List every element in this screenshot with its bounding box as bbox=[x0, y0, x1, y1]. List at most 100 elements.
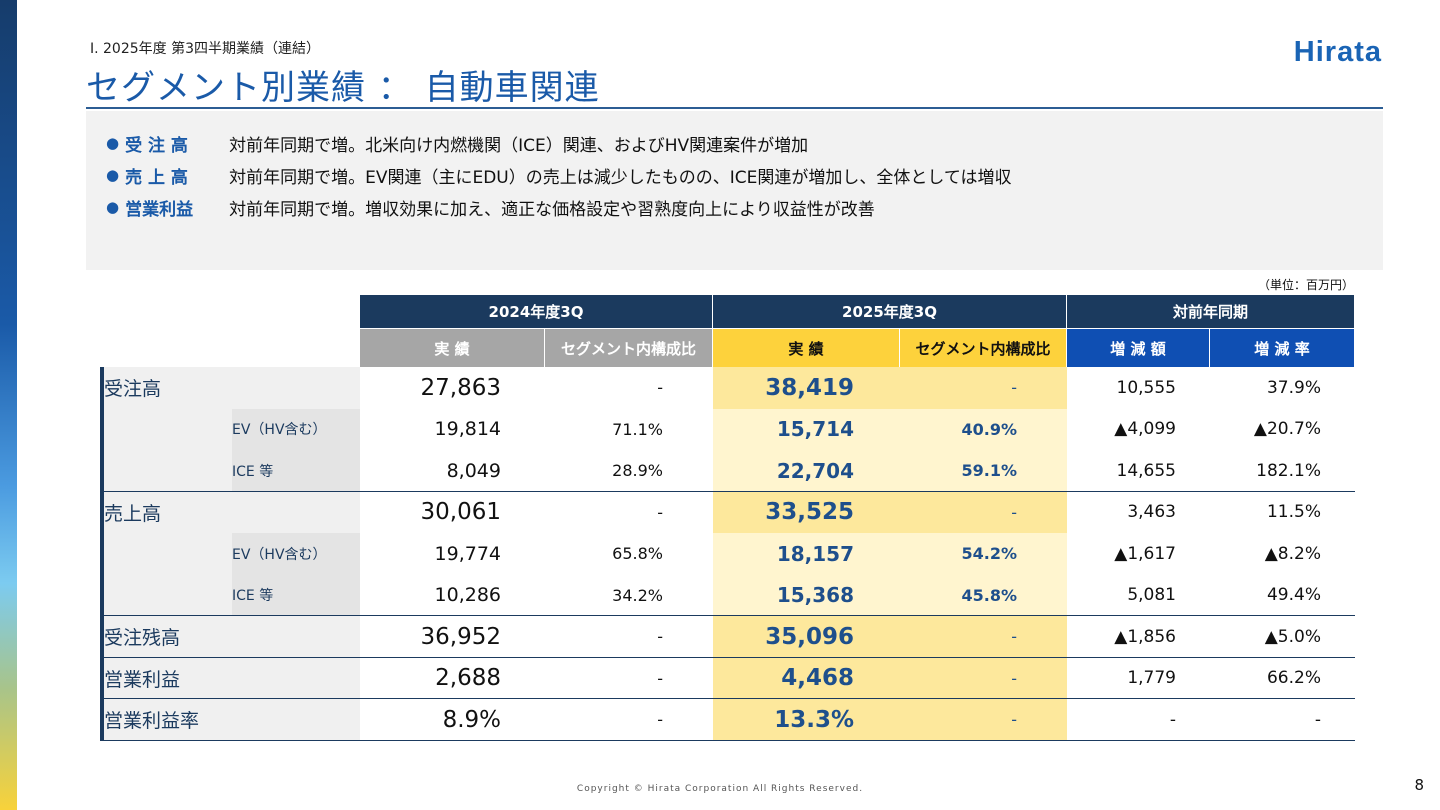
table-cell: 59.1% bbox=[900, 450, 1067, 492]
table-cell: - bbox=[545, 367, 713, 409]
table-cell: 19,814 bbox=[360, 408, 545, 450]
table-cell: 19,774 bbox=[360, 533, 545, 575]
table-cell: - bbox=[900, 491, 1067, 533]
table-cell: - bbox=[900, 367, 1067, 409]
row-label: 売上高 bbox=[104, 491, 360, 533]
table-cell: 45.8% bbox=[900, 574, 1067, 616]
row-sublabel: EV（HV含む） bbox=[232, 408, 360, 450]
summary-box: ● 受 注 高 対前年同期で増。北米向け内燃機関（ICE）関連、およびHV関連案件が… bbox=[86, 111, 1383, 270]
table-cell: 1,779 bbox=[1067, 657, 1210, 699]
table-cell: 13.3% bbox=[713, 699, 900, 741]
row-label: 受注高 bbox=[104, 367, 360, 409]
summary-key: 受 注 高 bbox=[125, 135, 188, 156]
table-cell: 65.8% bbox=[545, 533, 713, 575]
summary-text: 対前年同期で増。北米向け内燃機関（ICE）関連、およびHV関連案件が増加 bbox=[229, 135, 809, 156]
table-cell: 54.2% bbox=[900, 533, 1067, 575]
row-divider bbox=[104, 656, 1355, 658]
table-cell: - bbox=[545, 657, 713, 699]
title-divider bbox=[86, 107, 1383, 109]
table-cell: 18,157 bbox=[713, 533, 900, 575]
table-cell: 66.2% bbox=[1210, 657, 1355, 699]
decorative-gradient-bar bbox=[0, 0, 17, 810]
table-cell: 30,061 bbox=[360, 491, 545, 533]
row-label bbox=[104, 533, 232, 575]
table-cell: 36,952 bbox=[360, 616, 545, 658]
table-cell: 33,525 bbox=[713, 491, 900, 533]
table-cell: 49.4% bbox=[1210, 574, 1355, 616]
table-cell: 11.5% bbox=[1210, 491, 1355, 533]
group-header: 2024年度3Q bbox=[360, 295, 712, 328]
table-cell: - bbox=[545, 616, 713, 658]
section-label: Ⅰ. 2025年度 第3四半期業績（連結） bbox=[90, 41, 321, 57]
summary-line: ● 受 注 高 対前年同期で増。北米向け内燃機関（ICE）関連、およびHV関連案件が… bbox=[106, 127, 1383, 159]
table-cell: - bbox=[1210, 699, 1355, 741]
table-cell: ▲1,856 bbox=[1067, 616, 1210, 658]
table-left-border bbox=[100, 367, 104, 741]
table-cell: 10,286 bbox=[360, 574, 545, 616]
table-cell: 38,419 bbox=[713, 367, 900, 409]
column-header: セグメント内構成比 bbox=[900, 329, 1066, 367]
bullet-icon: ● bbox=[106, 166, 120, 184]
table-cell: 22,704 bbox=[713, 450, 900, 492]
table-cell: 15,714 bbox=[713, 408, 900, 450]
table-cell: ▲5.0% bbox=[1210, 616, 1355, 658]
bullet-icon: ● bbox=[106, 134, 120, 152]
table-cell: ▲4,099 bbox=[1067, 408, 1210, 450]
group-header: 2025年度3Q bbox=[713, 295, 1066, 328]
row-divider bbox=[104, 615, 1355, 616]
table-cell: 3,463 bbox=[1067, 491, 1210, 533]
row-label: 受注残高 bbox=[104, 616, 360, 658]
table-cell: 71.1% bbox=[545, 408, 713, 450]
table-cell: - bbox=[1067, 699, 1210, 741]
column-header: 増 減 率 bbox=[1210, 329, 1354, 367]
company-logo: Hirata bbox=[1293, 36, 1382, 68]
summary-key: 売 上 高 bbox=[125, 167, 188, 188]
table-cell: 182.1% bbox=[1210, 450, 1355, 492]
bullet-icon: ● bbox=[106, 198, 120, 216]
row-divider bbox=[104, 698, 1355, 699]
page-title: セグメント別業績 ： 自動車関連 bbox=[86, 68, 600, 108]
page-number: 8 bbox=[1414, 776, 1424, 794]
table-cell: - bbox=[900, 699, 1067, 741]
table-cell: 34.2% bbox=[545, 574, 713, 616]
table-cell: - bbox=[545, 491, 713, 533]
table-cell: - bbox=[545, 699, 713, 741]
table-cell: ▲1,617 bbox=[1067, 533, 1210, 575]
table-cell: ▲20.7% bbox=[1210, 408, 1355, 450]
table-cell: ▲8.2% bbox=[1210, 533, 1355, 575]
row-label bbox=[104, 408, 232, 450]
row-divider bbox=[104, 739, 1355, 741]
column-header: セグメント内構成比 bbox=[545, 329, 712, 367]
table-cell: 35,096 bbox=[713, 616, 900, 658]
row-divider bbox=[104, 490, 1355, 492]
table-cell: - bbox=[900, 616, 1067, 658]
summary-line: ● 営業利益 対前年同期で増。増収効果に加え、適正な価格設定や習熟度向上により収益性… bbox=[106, 191, 1383, 223]
summary-text: 対前年同期で増。EV関連（主にEDU）の売上は減少したものの、ICE関連が増加し… bbox=[229, 167, 1012, 188]
summary-text: 対前年同期で増。増収効果に加え、適正な価格設定や習熟度向上により収益性が改善 bbox=[229, 199, 875, 220]
table-cell: 40.9% bbox=[900, 408, 1067, 450]
table-cell: 8,049 bbox=[360, 450, 545, 492]
table-cell: - bbox=[900, 657, 1067, 699]
copyright: Copyright © Hirata Corporation All Right… bbox=[576, 784, 864, 794]
row-label: 営業利益 bbox=[104, 657, 360, 699]
table-cell: 2,688 bbox=[360, 657, 545, 699]
table-cell: 4,468 bbox=[713, 657, 900, 699]
row-label: 営業利益率 bbox=[104, 699, 360, 741]
group-header: 対前年同期 bbox=[1067, 295, 1354, 328]
table-cell: 27,863 bbox=[360, 367, 545, 409]
table-cell: 5,081 bbox=[1067, 574, 1210, 616]
summary-key: 営業利益 bbox=[125, 199, 194, 220]
row-label bbox=[104, 450, 232, 492]
summary-line: ● 売 上 高 対前年同期で増。EV関連（主にEDU）の売上は減少したものの、ICE… bbox=[106, 159, 1383, 191]
row-label bbox=[104, 574, 232, 616]
table-cell: 10,555 bbox=[1067, 367, 1210, 409]
column-header: 増 減 額 bbox=[1067, 329, 1209, 367]
table-cell: 15,368 bbox=[713, 574, 900, 616]
table-cell: 37.9% bbox=[1210, 367, 1355, 409]
table-cell: 28.9% bbox=[545, 450, 713, 492]
table-cell: 14,655 bbox=[1067, 450, 1210, 492]
column-header: 実 績 bbox=[713, 329, 899, 367]
table-cell: 8.9% bbox=[360, 699, 545, 741]
row-sublabel: EV（HV含む） bbox=[232, 533, 360, 575]
row-sublabel: ICE 等 bbox=[232, 450, 360, 492]
